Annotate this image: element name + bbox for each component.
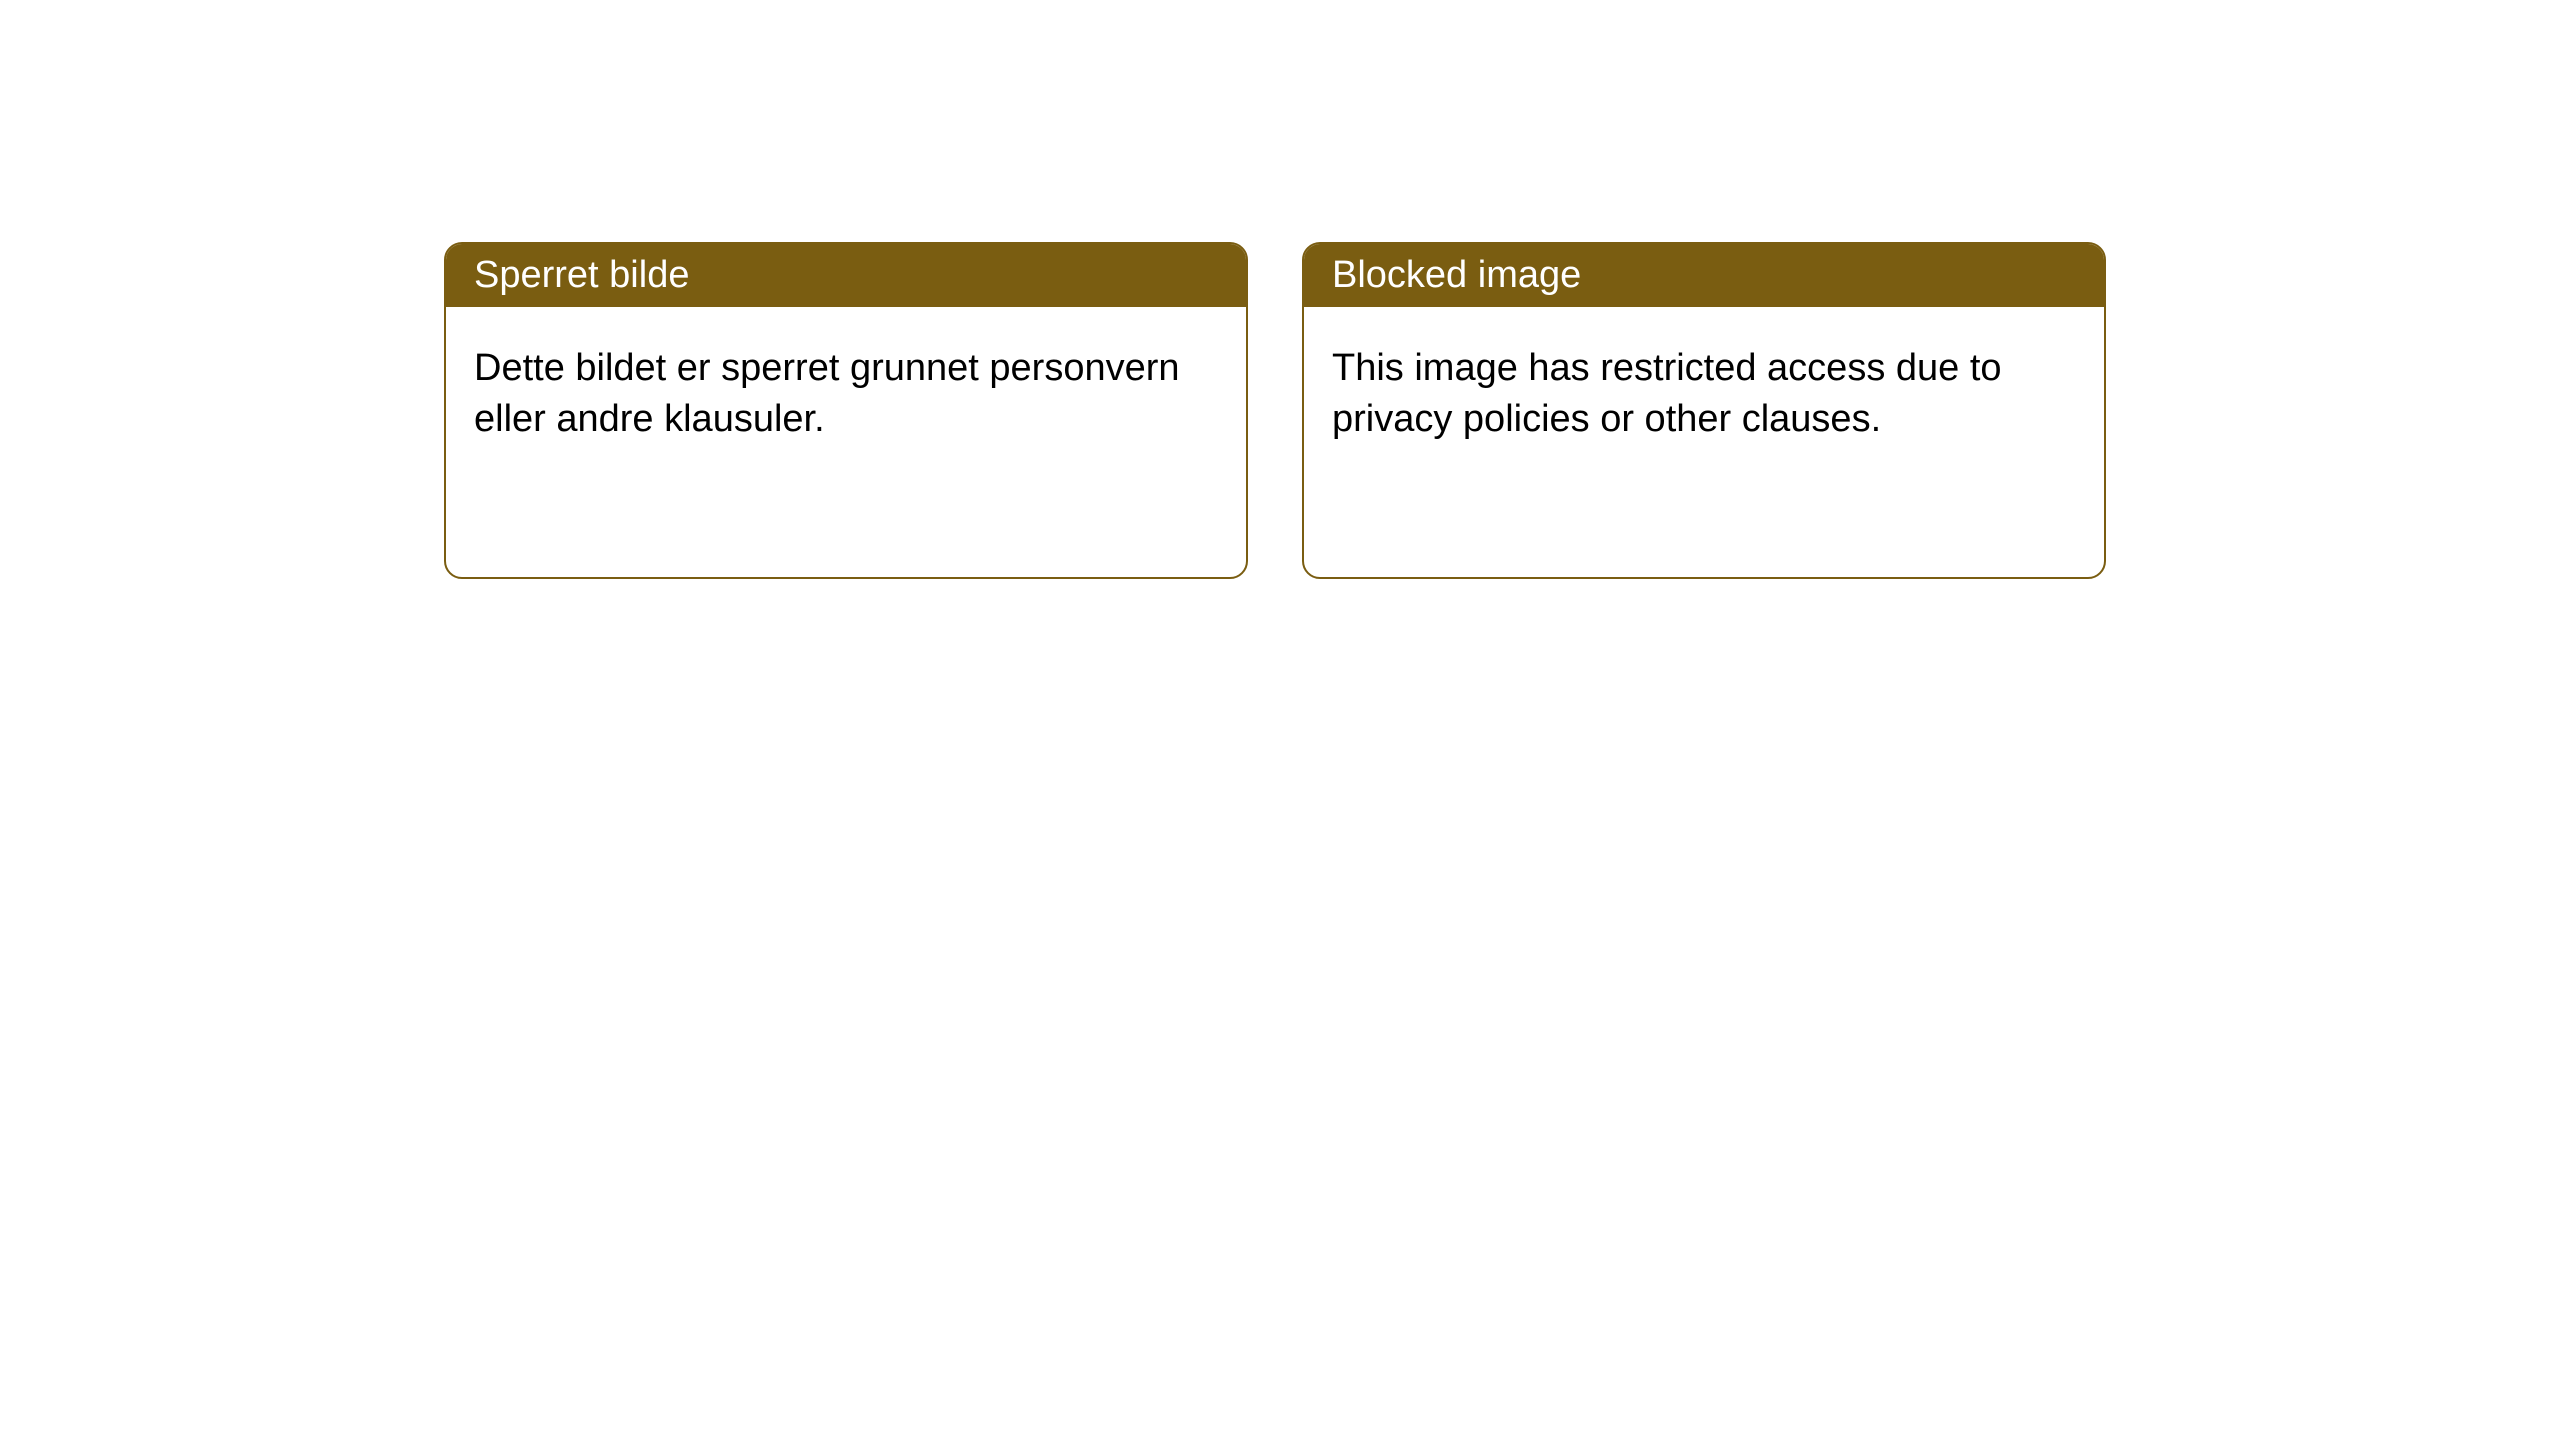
notice-container: Sperret bilde Dette bildet er sperret gr…: [0, 0, 2560, 579]
card-title: Blocked image: [1332, 254, 1581, 296]
card-body-text: This image has restricted access due to …: [1332, 347, 2002, 440]
card-header: Blocked image: [1304, 244, 2104, 307]
card-body: Dette bildet er sperret grunnet personve…: [446, 307, 1246, 577]
card-title: Sperret bilde: [474, 254, 689, 296]
notice-card-english: Blocked image This image has restricted …: [1302, 242, 2106, 579]
card-body: This image has restricted access due to …: [1304, 307, 2104, 577]
card-body-text: Dette bildet er sperret grunnet personve…: [474, 347, 1180, 440]
notice-card-norwegian: Sperret bilde Dette bildet er sperret gr…: [444, 242, 1248, 579]
card-header: Sperret bilde: [446, 244, 1246, 307]
